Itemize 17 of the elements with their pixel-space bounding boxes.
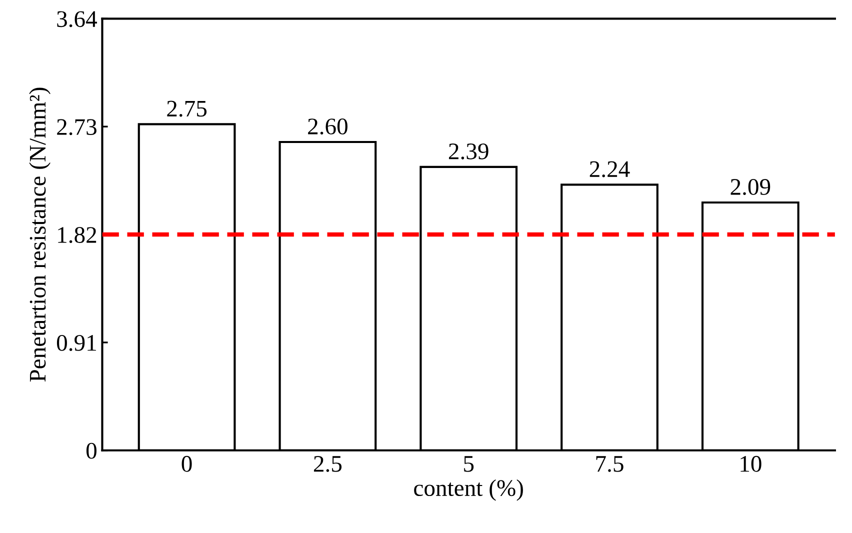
x-tick-label: 5: [464, 456, 474, 472]
y-tick-label: 3.64: [57, 11, 98, 28]
y-tick-label: 2.73: [57, 119, 96, 136]
data-label: 2.60: [308, 118, 348, 135]
data-label: 2.09: [730, 178, 770, 196]
y-tick-label: 1.82: [58, 227, 96, 244]
y-tick-label: 0.91: [56, 334, 96, 351]
x-tick-label: 7.5: [596, 456, 624, 472]
x-tick-label: 0: [182, 456, 192, 472]
y-axis-title: Penetartion resistance (N/mm²): [29, 88, 51, 382]
data-label: 2.24: [590, 161, 630, 178]
y-tick-label: 0: [86, 442, 96, 459]
data-label: 2.75: [167, 100, 207, 117]
x-tick-label: 10: [740, 456, 762, 472]
data-label: 2.39: [448, 143, 488, 160]
x-axis-title: content (%): [414, 479, 523, 501]
x-tick-label: 2.5: [314, 456, 342, 472]
